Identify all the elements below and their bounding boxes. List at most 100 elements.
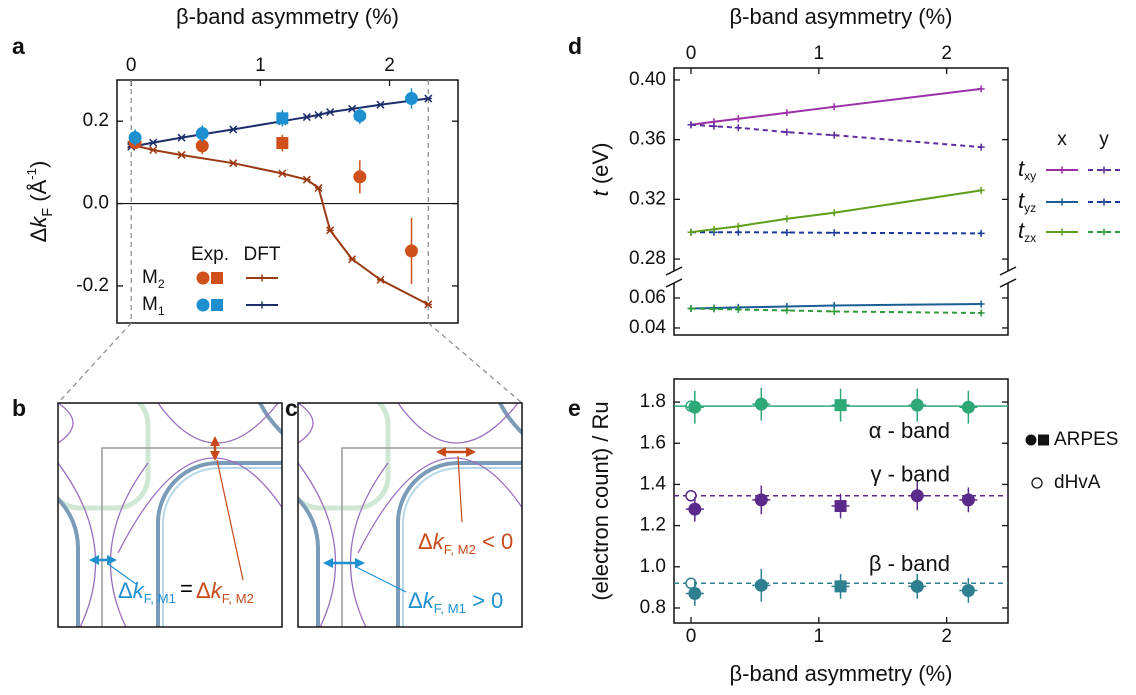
data-point bbox=[195, 127, 209, 141]
data-point bbox=[734, 115, 742, 123]
data-point bbox=[783, 228, 791, 236]
axis-break bbox=[999, 278, 1017, 288]
text-part: (Å bbox=[26, 179, 51, 207]
series-line bbox=[690, 123, 982, 149]
data-point bbox=[830, 229, 838, 237]
y-tick-label: 1.0 bbox=[640, 556, 666, 577]
legend-symbol bbox=[1058, 228, 1066, 236]
x-tick-label: 1 bbox=[255, 55, 266, 76]
legend-symbol bbox=[258, 274, 266, 282]
data-point bbox=[910, 579, 924, 593]
text-part: yz bbox=[1024, 201, 1036, 215]
axes-frame bbox=[673, 378, 1009, 624]
legend-label: ARPES bbox=[1054, 429, 1118, 450]
legend-symbol bbox=[1058, 198, 1066, 206]
axes-frame bbox=[673, 283, 1009, 336]
data-point bbox=[734, 124, 742, 132]
text-part: Δ bbox=[196, 578, 211, 603]
data-point bbox=[688, 502, 702, 516]
data-point bbox=[734, 222, 742, 230]
data-point bbox=[687, 228, 695, 236]
data-point bbox=[710, 305, 718, 313]
data-point bbox=[687, 304, 695, 312]
y-tick-label: 0.28 bbox=[629, 248, 666, 269]
x-axis-title: β-band asymmetry (%) bbox=[176, 4, 399, 29]
series-line bbox=[690, 307, 982, 314]
data-point bbox=[353, 109, 367, 123]
text-part: k bbox=[133, 578, 145, 603]
data-point bbox=[276, 112, 289, 125]
x-tick-label: 1 bbox=[814, 626, 825, 647]
legend-symbol bbox=[1038, 434, 1049, 446]
text-part: t bbox=[1018, 156, 1025, 181]
x-axis-title: β-band asymmetry (%) bbox=[730, 4, 953, 29]
y-tick-label: 0.40 bbox=[629, 69, 666, 90]
data-point bbox=[834, 580, 847, 593]
x-tick-label: 0 bbox=[686, 43, 697, 64]
data-point bbox=[834, 500, 847, 513]
data-point bbox=[326, 226, 335, 235]
diagram-frame bbox=[57, 402, 283, 628]
text-part: t bbox=[588, 189, 613, 196]
y-tick-label: 0.36 bbox=[629, 129, 666, 150]
legend-header: x bbox=[1057, 129, 1067, 150]
text-part: > 0 bbox=[466, 588, 503, 613]
y-tick-label: 1.8 bbox=[640, 391, 666, 412]
text-part: Δ bbox=[418, 529, 433, 554]
text-part: k bbox=[211, 578, 223, 603]
data-point bbox=[734, 228, 742, 236]
data-point bbox=[977, 186, 985, 194]
text-part: Δ bbox=[408, 588, 423, 613]
text-part: = bbox=[180, 576, 193, 601]
data-point bbox=[783, 128, 791, 136]
data-point bbox=[195, 139, 209, 153]
y-tick-label: -0.2 bbox=[76, 275, 109, 296]
data-point bbox=[977, 300, 985, 308]
legend-symbol bbox=[1031, 477, 1043, 489]
panel-letter: a bbox=[12, 33, 25, 59]
y-axis-title: (electron count) / Ru bbox=[588, 401, 613, 600]
legend-label: M2 bbox=[142, 267, 165, 291]
panel-letter: d bbox=[568, 33, 582, 59]
data-point bbox=[783, 215, 791, 223]
y-axis-title: t (eV) bbox=[588, 143, 613, 197]
x-tick-label: 1 bbox=[814, 43, 825, 64]
leader-line bbox=[216, 459, 244, 581]
text-part: F, M1 bbox=[434, 601, 466, 616]
legend-label: tyz bbox=[1018, 188, 1036, 215]
y-tick-label: 0.06 bbox=[629, 287, 666, 308]
diagram-frame bbox=[297, 402, 523, 628]
legend-label: M1 bbox=[142, 294, 165, 318]
legend-symbol bbox=[1025, 434, 1037, 446]
y-tick-label: 1.2 bbox=[640, 515, 666, 536]
axis-break bbox=[999, 266, 1017, 276]
data-point bbox=[128, 131, 142, 145]
data-point bbox=[754, 578, 768, 592]
data-point bbox=[688, 400, 702, 414]
data-point bbox=[276, 137, 289, 150]
panel-letter: b bbox=[12, 395, 26, 421]
annotation: ΔkF, M2 < 0 bbox=[418, 529, 513, 557]
text-part: (eV) bbox=[588, 143, 613, 191]
text-part: F, M2 bbox=[222, 591, 254, 606]
data-point bbox=[177, 133, 186, 142]
dhva-point bbox=[685, 577, 697, 590]
leader-line bbox=[355, 566, 407, 593]
data-point bbox=[149, 138, 158, 147]
annotation: ΔkF, M2 bbox=[196, 578, 254, 606]
axes-frame bbox=[116, 79, 459, 324]
x-tick-label: 2 bbox=[384, 55, 395, 76]
text-part: Δ bbox=[118, 578, 133, 603]
legend-symbol bbox=[211, 272, 223, 284]
panel-letter: c bbox=[285, 395, 298, 421]
data-point bbox=[961, 493, 975, 507]
data-point bbox=[376, 100, 385, 109]
legend-header: Exp. bbox=[191, 244, 229, 265]
data-point bbox=[834, 399, 847, 412]
data-point bbox=[229, 125, 238, 134]
y-tick-label: 0.2 bbox=[83, 110, 109, 131]
text-part: F, M2 bbox=[444, 542, 476, 557]
legend-symbol bbox=[211, 299, 223, 311]
